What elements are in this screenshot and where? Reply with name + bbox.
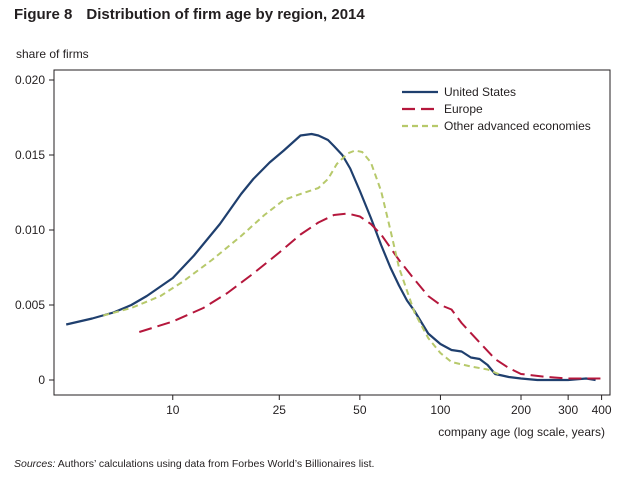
x-axis: 10 25 50 100 200 300 400 [166,395,612,417]
y-axis: 0 0.005 0.010 0.015 0.020 [15,73,54,387]
y-tick-label: 0.015 [15,148,45,162]
figure-title: Figure 8 Distribution of firm age by regi… [14,6,365,23]
plot-area-border [53,69,611,396]
series-line-united-states [65,132,596,382]
x-tick-label: 50 [353,403,367,417]
legend-label: Other advanced economies [444,119,591,133]
x-tick-label: 400 [592,403,612,417]
source-note: Sources: Authors’ calculations using dat… [14,458,374,470]
x-tick-label: 100 [430,403,450,417]
x-tick-label: 10 [166,403,180,417]
legend: United States Europe Other advanced econom… [402,85,591,133]
x-axis-label: company age (log scale, years) [438,425,605,439]
x-tick-label: 300 [558,403,578,417]
x-tick-label: 25 [273,403,287,417]
series-line-other-advanced-economies [103,149,503,377]
y-tick-label: 0 [38,373,45,387]
legend-label: United States [444,85,516,99]
y-tick-label: 0.010 [15,223,45,237]
x-tick-label: 200 [511,403,531,417]
y-tick-label: 0.020 [15,73,45,87]
legend-label: Europe [444,102,483,116]
series-lines [65,132,602,382]
figure-title-text: Distribution of firm age by region, 2014 [86,6,365,23]
y-tick-label: 0.005 [15,298,45,312]
figure-number: Figure 8 [14,6,73,23]
y-axis-label: share of firms [16,47,89,61]
series-line-europe [139,212,602,380]
source-heading: Sources: [14,458,56,470]
source-text: Authors’ calculations using data from Fo… [57,458,375,470]
